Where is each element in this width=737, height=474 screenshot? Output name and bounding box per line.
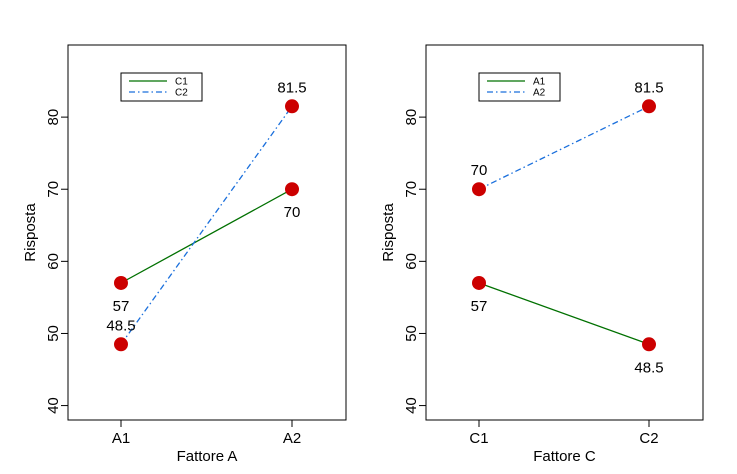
chart-panel-1: 40 50 60 70 80 A1 A2 Fattore A Risposta 57 70 48.5 8…: [22, 44, 347, 465]
x-axis-label: Fattore C: [533, 448, 596, 465]
data-label: 70: [284, 204, 301, 221]
y-tick-label: 60: [403, 253, 420, 270]
series-line-a1: [478, 282, 650, 345]
data-label: 48.5: [106, 317, 135, 334]
plot-frame: [67, 44, 347, 421]
data-label: 57: [471, 298, 488, 315]
y-tick-label: 40: [403, 397, 420, 414]
y-tick-label: 70: [45, 181, 62, 198]
x-tick-label: C2: [639, 430, 658, 447]
x-tick-label: C1: [469, 430, 488, 447]
data-point: [472, 275, 486, 290]
x-tick-label: A1: [112, 430, 130, 447]
data-label: 57: [113, 298, 130, 315]
chart-panel-2: 40 50 60 70 80 C1 C2 Fattore C Risposta 57 48.5 70 8…: [380, 44, 704, 465]
data-point: [285, 99, 299, 114]
data-point: [642, 99, 656, 114]
legend-label: C2: [175, 88, 188, 99]
x-axis-label: Fattore A: [177, 448, 238, 465]
y-tick-label: 80: [403, 109, 420, 126]
data-point: [114, 275, 128, 290]
legend-box: [120, 72, 203, 102]
series-line-c2: [120, 105, 293, 345]
data-label: 81.5: [634, 79, 663, 96]
data-point: [285, 182, 299, 197]
legend-box: [478, 72, 561, 102]
y-tick-label: 80: [45, 109, 62, 126]
y-tick-label: 40: [45, 397, 62, 414]
data-label: 81.5: [277, 79, 306, 96]
series-line-c1: [120, 188, 293, 284]
y-tick-label: 60: [45, 253, 62, 270]
data-label: 48.5: [634, 359, 663, 376]
series-line-a2: [478, 105, 650, 190]
x-tick-label: A2: [283, 430, 301, 447]
data-point: [114, 337, 128, 352]
y-tick-label: 50: [403, 325, 420, 342]
y-axis-label: Risposta: [380, 203, 397, 262]
legend-label: C1: [175, 77, 188, 88]
legend-label: A1: [533, 77, 546, 88]
legend-label: A2: [533, 88, 546, 99]
data-point: [642, 337, 656, 352]
y-tick-label: 50: [45, 325, 62, 342]
y-tick-label: 70: [403, 181, 420, 198]
data-label: 70: [471, 162, 488, 179]
plot-frame: [425, 44, 704, 421]
data-point: [472, 182, 486, 197]
y-axis-label: Risposta: [22, 203, 39, 262]
